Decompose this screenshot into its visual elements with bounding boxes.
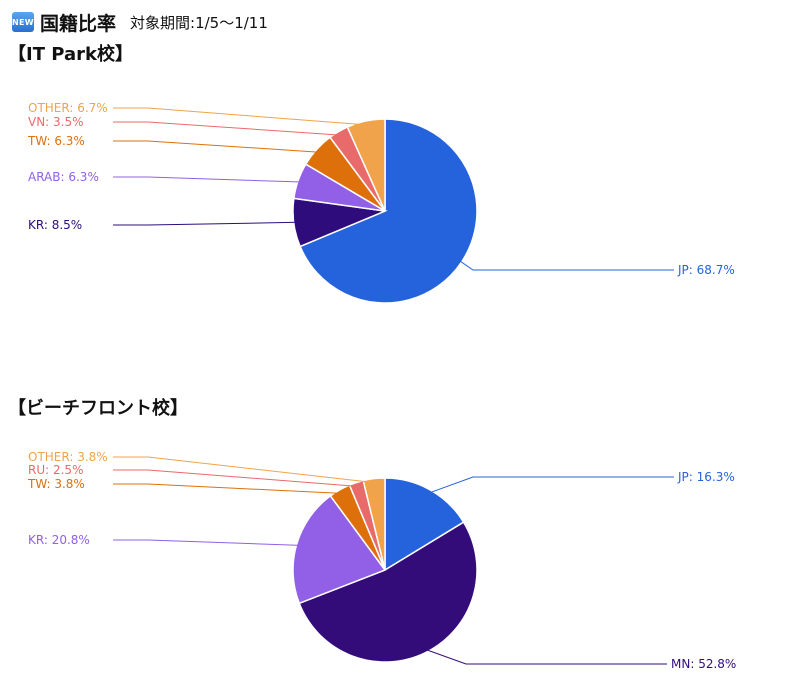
slice-label-tw: TW: 3.8% bbox=[27, 477, 85, 491]
slice-label-vn: VN: 3.5% bbox=[28, 115, 84, 129]
slice-label-other: OTHER: 6.7% bbox=[28, 101, 108, 115]
slice-label-other: OTHER: 3.8% bbox=[28, 450, 108, 464]
leader-line-tw bbox=[113, 140, 320, 153]
leader-line-tw bbox=[113, 483, 342, 494]
slice-label-kr: KR: 8.5% bbox=[28, 218, 82, 232]
slice-label-mn: MN: 52.8% bbox=[671, 657, 736, 671]
slice-label-kr: KR: 20.8% bbox=[28, 533, 90, 547]
slice-label-jp: JP: 16.3% bbox=[677, 470, 735, 484]
beachfront-pie-chart: JP: 16.3% MN: 52.8% KR: 20.8% TW: 3.8%RU: 2… bbox=[27, 450, 736, 671]
leader-line-ru bbox=[113, 469, 358, 487]
leader-line-jp bbox=[457, 259, 674, 271]
pie-slice-mn[interactable] bbox=[298, 521, 478, 663]
leader-line-other bbox=[113, 107, 367, 126]
leader-line-kr bbox=[113, 539, 301, 546]
leader-line-kr bbox=[113, 221, 298, 226]
leader-line-other bbox=[113, 456, 375, 484]
leader-line-arab bbox=[113, 176, 302, 183]
leader-line-vn bbox=[113, 121, 341, 136]
slice-label-jp: JP: 68.7% bbox=[677, 263, 735, 277]
it-park-chart-title: 【IT Park校】 bbox=[8, 44, 133, 65]
slice-label-tw: TW: 6.3% bbox=[27, 134, 85, 148]
period-label: 対象期間:1/5〜1/11 bbox=[130, 13, 268, 32]
leader-line-mn bbox=[423, 648, 667, 665]
new-badge-icon: NEW bbox=[12, 12, 34, 32]
beachfront-chart-title: 【ビーチフロント校】 bbox=[8, 398, 188, 419]
it-park-pie-chart: JP: 68.7% KR: 8.5% ARAB: 6.3% TW: 6.3% VN: 3… bbox=[27, 101, 735, 304]
pie-slice-kr[interactable] bbox=[292, 494, 387, 605]
slice-label-ru: RU: 2.5% bbox=[28, 463, 83, 477]
pie-slice-jp[interactable] bbox=[384, 477, 465, 572]
leader-line-jp bbox=[427, 476, 674, 494]
slice-label-arab: ARAB: 6.3% bbox=[28, 170, 99, 184]
report-header: NEW 国籍比率 対象期間:1/5〜1/11 bbox=[12, 10, 268, 35]
page-title: 国籍比率 bbox=[40, 12, 117, 35]
pie-slice-other[interactable] bbox=[346, 118, 386, 212]
pie-slice-other[interactable] bbox=[362, 477, 386, 571]
